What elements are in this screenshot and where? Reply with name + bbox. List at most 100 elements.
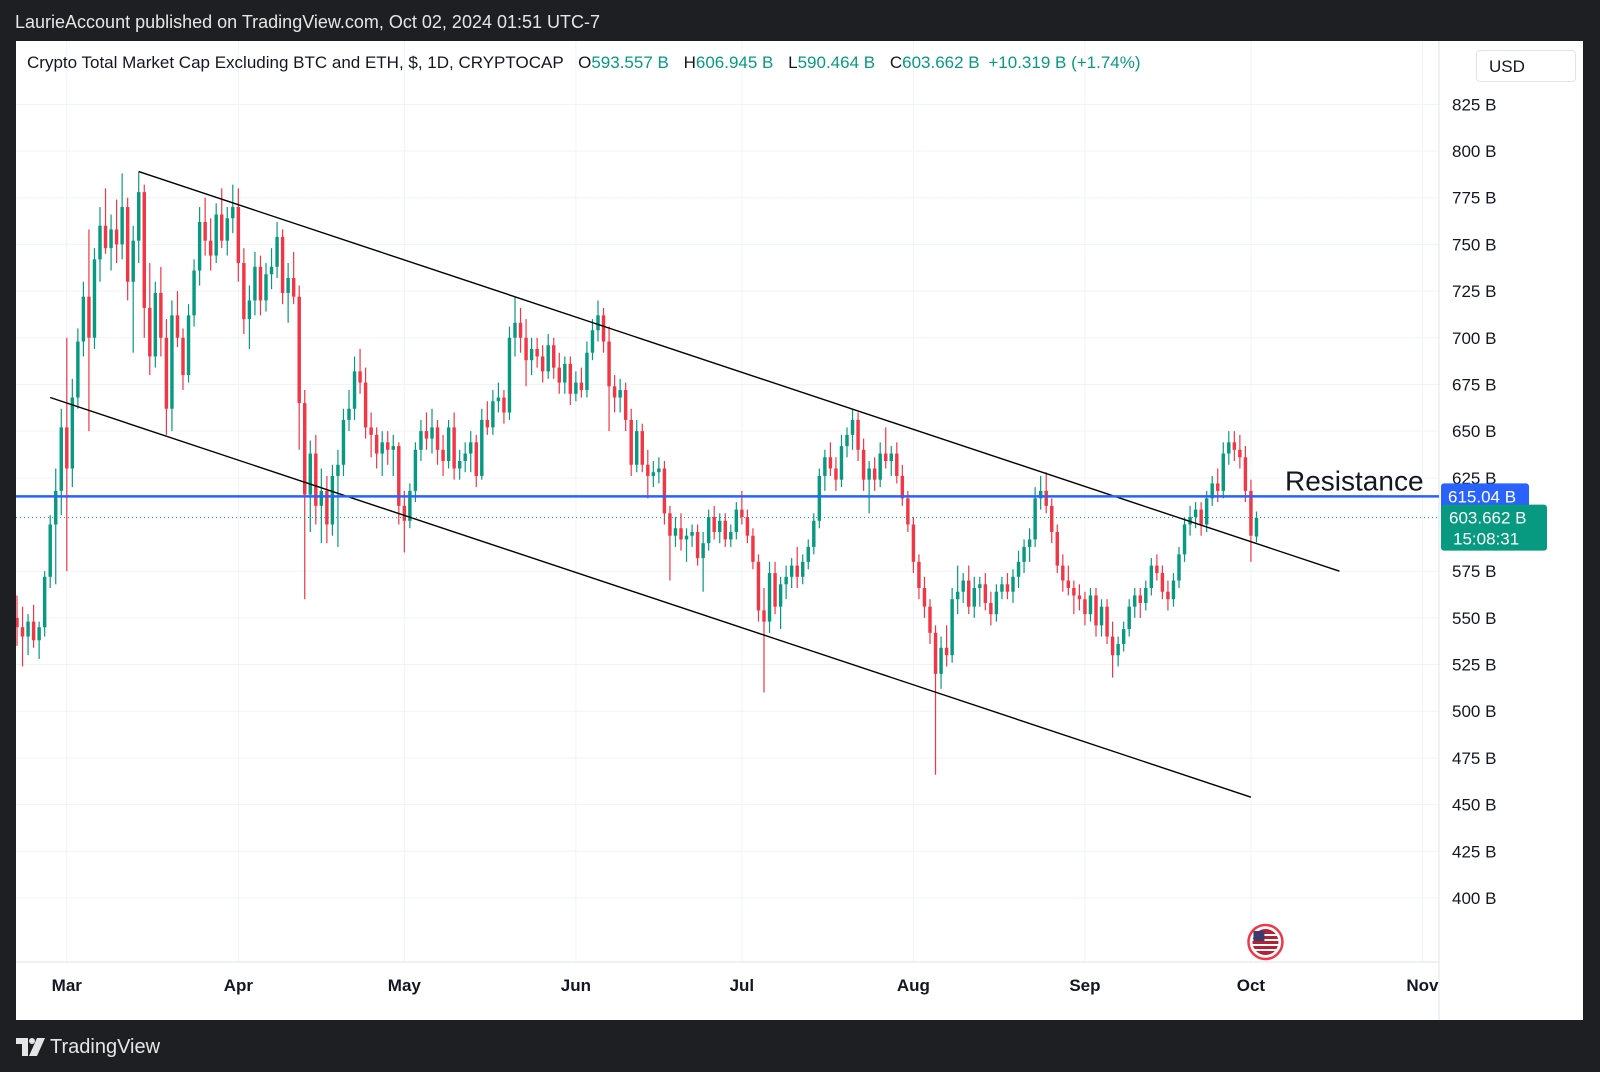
candle-up [286,263,290,323]
candle-down [65,337,69,572]
candle-down [452,412,456,480]
candle-body [280,236,285,293]
candle-up [496,382,501,413]
candle-body [203,221,207,241]
candle-down [291,251,296,305]
candle-down [1094,587,1098,637]
candle-up [706,509,711,551]
candle-down [159,266,163,357]
candle-body [917,561,921,588]
symbol-title[interactable]: Crypto Total Market Cap Excluding BTC an… [27,53,564,72]
candle-body [452,427,456,469]
candle-body [1077,595,1082,600]
candle-body [706,517,711,544]
resistance-annotation: Resistance [1285,465,1424,496]
candle-down [31,604,36,648]
candle-down [612,375,617,413]
candle-body [1061,565,1065,581]
candle-body [413,449,418,491]
candle-body [319,490,324,506]
candle-body [247,300,252,320]
candle-body [402,505,407,521]
candle-body [269,266,274,275]
candle-up [42,571,47,637]
candle-up [446,419,451,469]
candle-down [795,546,799,588]
candle-body [623,390,628,420]
candle-body [967,580,971,607]
candle-body [48,524,52,577]
candle-body [900,475,905,499]
candle-up [137,171,141,264]
candle-up [823,449,827,491]
candle-up [734,502,739,540]
candle-body [856,419,860,450]
price-tick-label: 400 B [1452,889,1496,908]
candle-body [740,509,744,518]
candle-down [646,449,650,499]
candle-up [352,356,357,420]
candle-body [87,296,91,338]
candle-down [175,291,180,348]
candle-body [579,382,584,391]
candle-body [961,580,965,592]
candle-body [535,348,539,357]
time-tick-label: Nov [1406,976,1439,995]
open-label: O [578,53,592,72]
candle-down [1005,573,1010,600]
candle-down [1044,472,1048,514]
price-tick-label: 750 B [1452,235,1496,254]
candle-body [214,214,218,256]
candle-down [1166,580,1170,611]
bar-countdown-label: 15:08:31 [1453,530,1519,549]
candle-body [767,573,772,622]
candle-body [153,292,158,357]
candle-body [386,442,390,450]
candle-body [795,565,799,577]
candle-body [1254,517,1259,537]
candle-down [474,434,478,488]
candle-down [258,255,263,316]
candle-body [197,221,202,271]
candle-body [175,315,180,338]
candle-body [1011,576,1015,592]
candle-body [978,584,982,588]
candle-down [552,337,556,379]
candle-up [801,554,805,585]
candle-down [363,367,368,439]
candle-up [1116,636,1120,667]
candle-body [31,621,36,641]
price-chart[interactable]: Resistance 825 B 800 B 775 B 750 B 725 B 700 B… [16,41,1583,1020]
trendline-lower-channel [49,396,1252,798]
currency-selector[interactable]: USD [1476,50,1576,82]
candle-down [751,528,755,570]
candle-down [181,328,185,391]
candle-body [651,472,656,476]
candle-up [197,207,202,286]
candle-body [1027,539,1032,547]
candle-body [690,531,694,536]
candle-body [745,517,750,536]
candle-down [834,457,838,491]
candle-body [939,647,943,674]
candle-body [336,464,340,476]
candle-up [651,461,656,488]
candle-body [181,337,185,376]
candle-up [341,408,346,476]
candle-body [1033,498,1037,540]
candle-down [1243,446,1248,503]
candle-body [1149,565,1154,588]
candle-body [1072,587,1076,596]
candle-down [1238,434,1242,469]
tradingview-brand: TradingView [50,1036,161,1058]
price-axis-labels: 825 B 800 B 775 B 750 B 725 B 700 B 675 B 650 B… [1452,95,1496,908]
axis-corner [1440,962,1583,1020]
candle-up [186,304,191,383]
candle-body [1204,498,1209,525]
candle-up [430,408,434,454]
grid-lines [16,41,1439,962]
price-tick-label: 775 B [1452,189,1496,208]
chart-area[interactable]: Resistance 825 B 800 B 775 B 750 B 725 B 700 B… [16,41,1583,1020]
candle-down [1105,599,1109,645]
candle-body [762,610,766,622]
